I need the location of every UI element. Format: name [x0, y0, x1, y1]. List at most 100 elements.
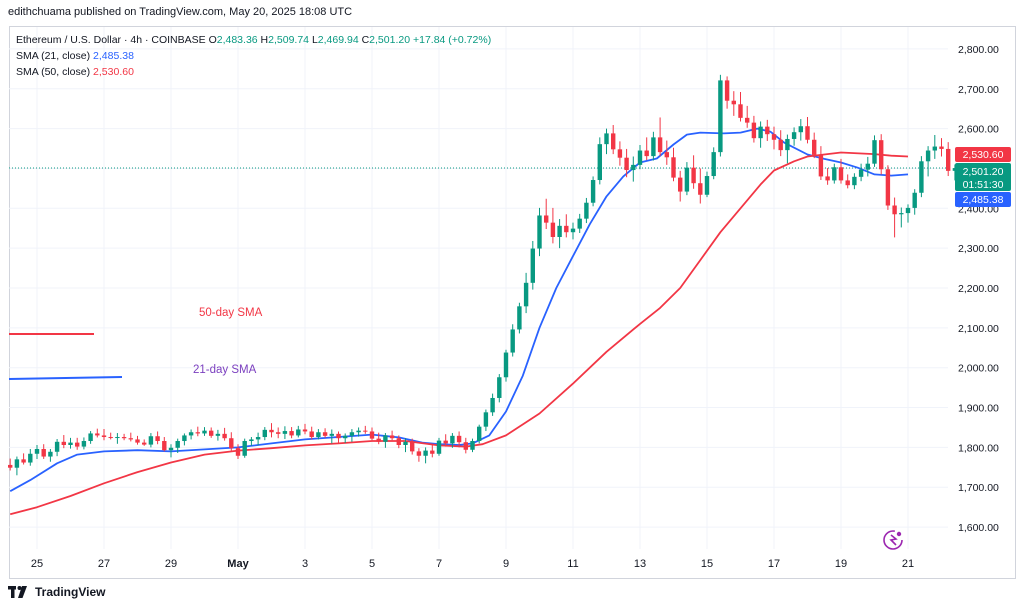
candle-up — [255, 432, 261, 446]
candle-down — [845, 174, 850, 189]
y-tick-label: 1,800.00 — [958, 442, 999, 454]
candle-down — [443, 434, 448, 447]
sma21-price-tag-value: 2,485.38 — [963, 194, 1004, 206]
candle-body — [865, 163, 870, 170]
candle-up — [249, 437, 254, 446]
candle-body — [724, 80, 730, 101]
ohlc-row: Ethereum / U.S. Dollar · 4h · COINBASE O… — [16, 32, 491, 48]
candle-body — [349, 432, 355, 436]
candle-body — [510, 329, 515, 353]
sma50-line — [9, 151, 909, 516]
candle-up — [28, 448, 33, 466]
y-tick-label: 2,300.00 — [958, 243, 999, 255]
sma21-legend-row[interactable]: SMA (21, close) 2,485.38 — [16, 48, 491, 64]
candle-up — [899, 207, 904, 228]
candle-body — [617, 149, 623, 158]
candle-body — [885, 169, 891, 206]
candle-up — [758, 121, 763, 148]
x-tick-label: 9 — [503, 558, 509, 570]
candle-down — [892, 197, 897, 238]
candle-down — [879, 134, 884, 175]
candle-up — [497, 374, 502, 403]
candle-body — [343, 435, 348, 439]
candle-down — [946, 142, 951, 177]
candle-down — [322, 428, 328, 438]
candle-down — [812, 132, 817, 159]
candle-down — [108, 432, 113, 440]
moving-averages — [9, 127, 909, 516]
symbol-name[interactable]: Ethereum / U.S. Dollar · 4h · COINBASE — [16, 34, 206, 46]
candle-body — [436, 440, 442, 454]
candle-body — [550, 222, 556, 237]
sma21-value: 2,485.38 — [93, 50, 134, 62]
candle-body — [383, 435, 388, 442]
candle-body — [624, 157, 629, 171]
candle-body — [101, 435, 107, 438]
candle-body — [503, 352, 509, 378]
candle-body — [832, 167, 837, 181]
candle-up — [168, 444, 174, 458]
candle-down — [75, 437, 80, 450]
x-tick-label: 3 — [302, 558, 308, 570]
last-price-value: 2,501.20 — [963, 166, 1004, 178]
x-tick-label: 17 — [768, 558, 780, 570]
open-value: 2,483.36 — [216, 34, 258, 46]
candle-down — [410, 438, 415, 455]
footer-brand[interactable]: TradingView — [8, 585, 105, 599]
candle-body — [322, 432, 328, 436]
candle-body — [249, 439, 254, 442]
candle-body — [282, 431, 288, 434]
candle-body — [121, 437, 127, 439]
candle-down — [222, 427, 227, 441]
candle-down — [617, 141, 623, 166]
candle-body — [148, 436, 154, 445]
candle-body — [678, 177, 683, 192]
candle-up — [785, 134, 790, 164]
candle-down — [229, 432, 234, 452]
candle-body — [363, 430, 368, 432]
candle-body — [825, 176, 830, 181]
candle-up — [343, 433, 348, 444]
x-tick-label: 19 — [835, 558, 847, 570]
candle-up — [349, 429, 355, 442]
candle-down — [235, 444, 241, 459]
candle-body — [477, 426, 482, 442]
candle-up — [175, 438, 180, 453]
candle-up — [68, 437, 73, 449]
candle-up — [631, 156, 636, 182]
candle-body — [711, 152, 716, 177]
candle-body — [758, 126, 763, 139]
candle-up — [202, 427, 207, 436]
high-value: 2,509.74 — [268, 34, 310, 46]
candle-body — [61, 441, 66, 445]
candle-body — [557, 225, 562, 237]
candle-body — [798, 126, 803, 133]
candle-body — [430, 450, 435, 454]
candle-body — [731, 100, 736, 105]
candle-body — [135, 439, 140, 443]
snapshot-icon[interactable] — [883, 530, 903, 550]
x-tick-label: 15 — [701, 558, 713, 570]
candle-body — [570, 228, 576, 233]
candle-body — [785, 138, 790, 151]
candle-up — [483, 409, 489, 432]
chart-frame — [9, 26, 1016, 579]
candle-up — [54, 439, 60, 457]
candle-body — [879, 140, 884, 170]
candle-up — [148, 433, 154, 448]
candle-body — [497, 377, 502, 398]
candle-body — [812, 139, 817, 155]
candle-down — [939, 138, 944, 157]
sma50-legend-row[interactable]: SMA (50, close) 2,530.60 — [16, 64, 491, 80]
x-tick-label: 7 — [436, 558, 442, 570]
candle-down — [644, 137, 649, 161]
last-price-tag — [955, 163, 1011, 191]
candle-up — [470, 438, 475, 453]
candle-body — [21, 459, 26, 463]
candle-down — [838, 158, 844, 184]
candle-down — [61, 435, 66, 449]
y-tick-label: 1,900.00 — [958, 403, 999, 415]
candle-up — [872, 135, 877, 167]
x-tick-label: 29 — [165, 558, 177, 570]
